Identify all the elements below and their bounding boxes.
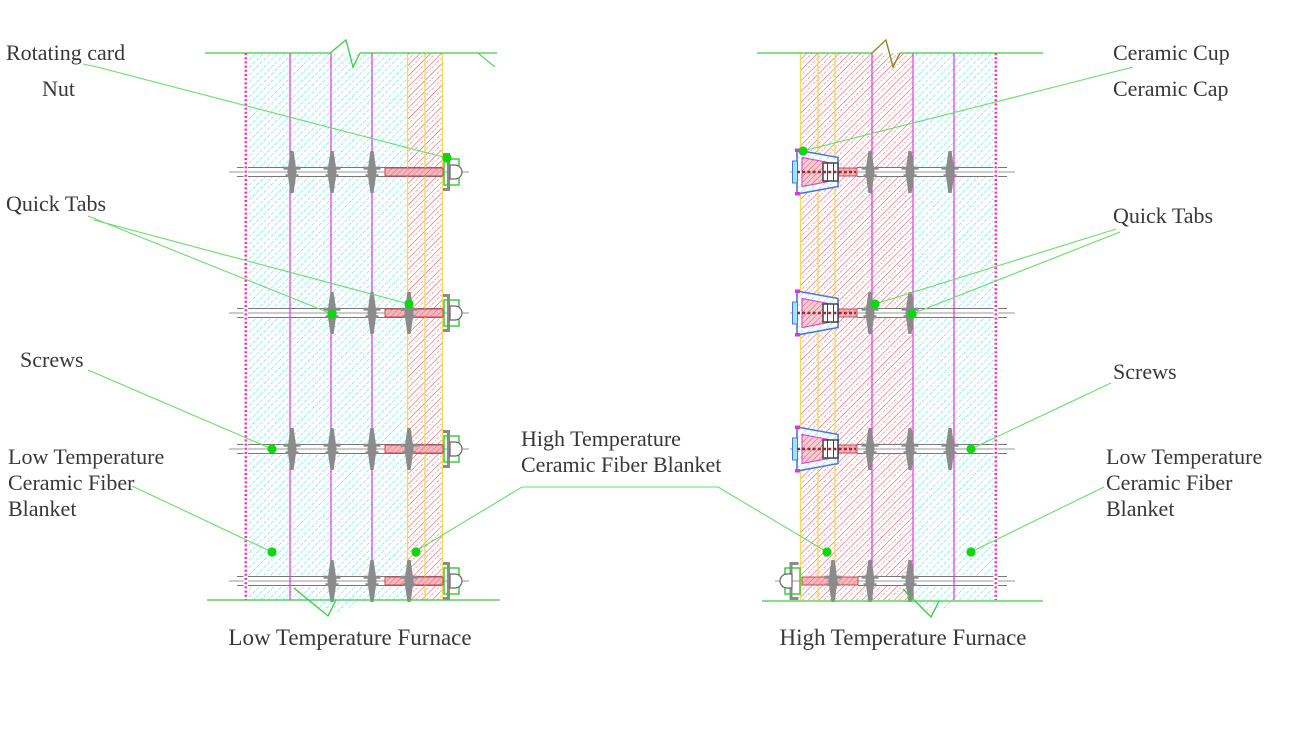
quick-tab xyxy=(905,428,915,470)
ceramic-cups xyxy=(792,148,856,473)
leader-quick-tabs-left-2 xyxy=(93,219,410,305)
leader-lines xyxy=(82,63,1134,557)
leader-dot xyxy=(267,547,277,557)
label-lt-blanket-left-1: Low Temperature xyxy=(8,444,165,469)
quick-tab xyxy=(367,292,377,334)
leader-screws-left xyxy=(87,369,273,450)
wall-edge-lines xyxy=(205,38,1043,619)
leader-dot xyxy=(870,299,880,309)
bolt-dome-end xyxy=(449,164,463,180)
ceramic-cup xyxy=(792,425,856,473)
break-hatch-patch xyxy=(302,600,368,615)
quick-tab xyxy=(287,151,297,193)
quick-tab xyxy=(327,560,337,602)
quick-tab xyxy=(905,560,915,602)
quick-tab xyxy=(367,151,377,193)
leader-dot xyxy=(411,547,421,557)
quick-tab xyxy=(367,428,377,470)
quick-tabs xyxy=(283,151,959,602)
quick-tab xyxy=(945,428,955,470)
bolt-dome-end xyxy=(449,305,463,321)
quick-tab xyxy=(865,151,875,193)
leader-dot xyxy=(966,547,976,557)
label-rotating-card: Rotating card xyxy=(6,40,126,65)
rotating-card-plate xyxy=(447,562,450,600)
label-lt-blanket-right-2: Ceramic Fiber xyxy=(1106,470,1233,495)
rotating-card-plate xyxy=(447,294,450,332)
rotating-card-plate xyxy=(447,430,450,468)
leader-lt-blanket-right xyxy=(970,486,1105,553)
bolt-dome-end xyxy=(449,441,463,457)
quick-tab xyxy=(865,560,875,602)
leader-dot xyxy=(267,444,277,454)
quick-tab xyxy=(404,560,414,602)
label-lt-blanket-right-1: Low Temperature xyxy=(1106,444,1263,469)
quick-tab xyxy=(404,428,414,470)
leader-quick-tabs-right-1 xyxy=(874,228,1117,305)
cup-lip xyxy=(792,437,798,461)
quick-tab xyxy=(905,151,915,193)
left-furnace-wall xyxy=(248,53,443,600)
ceramic-cup xyxy=(792,289,856,337)
leader-dot xyxy=(327,309,337,319)
break-hatch-patch xyxy=(908,601,958,615)
quick-tab xyxy=(367,560,377,602)
leader-quick-tabs-left-1 xyxy=(87,215,333,315)
leader-dot xyxy=(442,153,452,163)
cup-lip xyxy=(792,301,798,325)
leader-screws-right xyxy=(970,382,1112,450)
layer-separators xyxy=(243,53,998,600)
label-ht-blanket-1: High Temperature xyxy=(521,426,681,451)
break-symbol xyxy=(477,52,496,68)
ceramic-cup xyxy=(792,148,856,196)
leader-rotating-card-nut xyxy=(82,63,448,159)
break-symbol xyxy=(329,38,361,69)
quick-tab xyxy=(945,151,955,193)
quick-tab xyxy=(327,428,337,470)
label-screws-right: Screws xyxy=(1113,359,1177,384)
bolt-dome-end xyxy=(779,573,793,589)
caption-low-temperature-furnace: Low Temperature Furnace xyxy=(228,625,472,650)
right-furnace-wall xyxy=(801,53,996,600)
break-symbol xyxy=(902,588,940,619)
leader-dot xyxy=(907,309,917,319)
label-quick-tabs-left: Quick Tabs xyxy=(6,191,107,216)
leader-dot xyxy=(404,299,414,309)
quick-tab xyxy=(327,151,337,193)
label-ceramic-cap: Ceramic Cap xyxy=(1113,76,1229,101)
label-lt-blanket-right-3: Blanket xyxy=(1106,496,1175,521)
quick-tab xyxy=(287,428,297,470)
leader-ht-blanket xyxy=(415,486,828,553)
label-lt-blanket-left-3: Blanket xyxy=(8,496,77,521)
label-lt-blanket-left-2: Ceramic Fiber xyxy=(8,470,135,495)
leader-quick-tabs-right-2 xyxy=(911,231,1121,315)
low-temp-blanket-region-left xyxy=(248,53,407,600)
bolt-dome-end xyxy=(449,573,463,589)
leader-dot xyxy=(966,444,976,454)
break-symbol xyxy=(293,587,337,618)
label-ceramic-cup: Ceramic Cup xyxy=(1113,40,1230,65)
leader-lt-blanket-left xyxy=(131,485,273,553)
label-nut: Nut xyxy=(42,76,75,101)
leader-dot xyxy=(798,146,808,156)
bolt-hardware xyxy=(443,153,801,600)
break-symbol-olive xyxy=(871,38,901,69)
screw-threaded-segments xyxy=(384,167,859,586)
quick-tab xyxy=(828,560,838,602)
label-ht-blanket-2: Ceramic Fiber Blanket xyxy=(521,452,722,477)
label-screws-left: Screws xyxy=(20,347,84,372)
quick-tab xyxy=(865,428,875,470)
caption-high-temperature-furnace: High Temperature Furnace xyxy=(779,625,1027,650)
leader-ceramic-cup-cap xyxy=(802,66,1134,152)
rotating-card-plate xyxy=(447,153,450,191)
label-quick-tabs-right: Quick Tabs xyxy=(1113,203,1214,228)
leader-dot xyxy=(822,547,832,557)
cup-lip xyxy=(792,160,798,184)
